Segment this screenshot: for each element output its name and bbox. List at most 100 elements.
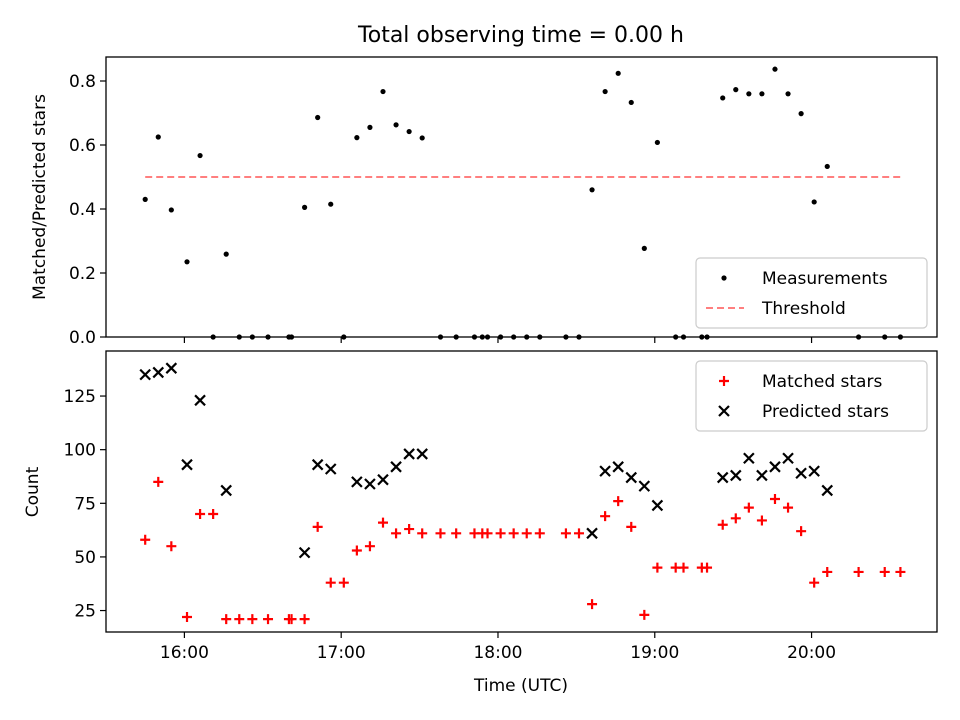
bottom-data-point bbox=[247, 614, 258, 625]
bottom-data-point bbox=[234, 614, 245, 625]
bottom-data-point bbox=[702, 562, 713, 573]
bottom-data-point bbox=[404, 524, 415, 535]
bottom-data-point bbox=[153, 476, 164, 487]
bottom-data-point bbox=[756, 469, 768, 482]
bottom-data-point bbox=[508, 528, 519, 539]
bottom-ytick-label: 100 bbox=[64, 441, 96, 461]
bottom-data-point bbox=[756, 515, 767, 526]
bottom-data-point bbox=[139, 368, 151, 381]
top-data-point bbox=[184, 259, 190, 265]
top-ytick-label: 0.6 bbox=[69, 136, 96, 156]
bottom-data-point bbox=[324, 463, 337, 475]
bottom-data-point bbox=[482, 528, 493, 539]
bottom-data-point bbox=[435, 528, 446, 539]
top-ylabel: Matched/Predicted stars bbox=[30, 94, 50, 300]
bottom-legend-label: Matched stars bbox=[762, 372, 882, 392]
bottom-xtick-label: 16:00 bbox=[160, 643, 209, 663]
bottom-data-point bbox=[853, 566, 864, 577]
bottom-ylabel: Count bbox=[23, 466, 43, 517]
top-legend-label: Threshold bbox=[761, 299, 846, 319]
top-data-point bbox=[759, 91, 765, 97]
bottom-data-point bbox=[377, 473, 389, 486]
bottom-data-point bbox=[208, 509, 219, 520]
bottom-data-point bbox=[364, 478, 376, 490]
bottom-xlabel: Time (UTC) bbox=[473, 676, 568, 696]
bottom-data-point bbox=[795, 467, 807, 480]
top-data-point bbox=[302, 204, 308, 210]
top-data-point bbox=[641, 245, 647, 251]
bottom-data-point bbox=[495, 528, 506, 539]
bottom-data-point bbox=[417, 528, 428, 539]
bottom-data-point bbox=[613, 496, 624, 507]
top-data-point bbox=[393, 122, 399, 128]
bottom-data-point bbox=[783, 502, 794, 513]
bottom-series-0 bbox=[140, 476, 906, 625]
bottom-data-point bbox=[403, 448, 415, 460]
bottom-data-point bbox=[769, 461, 781, 473]
top-data-point bbox=[615, 70, 621, 76]
top-data-point bbox=[328, 201, 334, 207]
bottom-data-point bbox=[521, 528, 532, 539]
bottom-data-point bbox=[165, 362, 178, 374]
bottom-xtick-label: 19:00 bbox=[630, 643, 679, 663]
top-ytick-label: 0.0 bbox=[69, 328, 96, 348]
bottom-data-point bbox=[879, 566, 890, 577]
bottom-data-point bbox=[311, 458, 324, 471]
bottom-legend-box bbox=[695, 360, 928, 432]
bottom-data-point bbox=[626, 521, 637, 532]
top-data-point bbox=[367, 124, 373, 130]
bottom-series-1 bbox=[139, 362, 834, 559]
top-data-point bbox=[354, 135, 360, 141]
bottom-data-point bbox=[599, 465, 611, 477]
bottom-panel: Count Time (UTC) 25 50 75 100 125 16:00 17:00 1… bbox=[23, 350, 938, 696]
top-data-point bbox=[654, 139, 660, 146]
top-data-point bbox=[223, 251, 229, 257]
bottom-data-point bbox=[587, 599, 598, 610]
bottom-data-point bbox=[652, 562, 663, 573]
bottom-data-point bbox=[743, 452, 755, 465]
bottom-data-point bbox=[299, 614, 310, 625]
bottom-data-point bbox=[263, 614, 274, 625]
bottom-data-point bbox=[221, 614, 232, 625]
top-data-point bbox=[168, 207, 174, 213]
top-data-point bbox=[824, 163, 830, 170]
bottom-data-point bbox=[220, 484, 232, 497]
bottom-data-point bbox=[351, 545, 362, 556]
bottom-data-point bbox=[166, 541, 177, 552]
bottom-data-point bbox=[796, 526, 807, 537]
top-legend-box bbox=[695, 257, 928, 329]
bottom-ytick-label: 125 bbox=[64, 387, 96, 407]
bottom-data-point bbox=[325, 577, 336, 588]
bottom-legend-label: Predicted stars bbox=[762, 402, 889, 422]
bottom-ytick-label: 50 bbox=[74, 548, 96, 568]
top-data-point bbox=[602, 88, 608, 95]
bottom-data-point bbox=[390, 461, 402, 473]
top-data-point bbox=[197, 152, 203, 159]
bottom-data-point bbox=[651, 499, 664, 512]
top-legend-swatch bbox=[721, 275, 727, 281]
top-data-point bbox=[628, 99, 634, 106]
bottom-data-point bbox=[351, 476, 363, 488]
bottom-data-point bbox=[769, 494, 780, 505]
top-data-point bbox=[155, 134, 161, 140]
bottom-data-point bbox=[364, 541, 375, 552]
bottom-data-point bbox=[743, 502, 754, 513]
top-ytick-label: 0.4 bbox=[69, 200, 96, 220]
bottom-data-point bbox=[573, 528, 584, 539]
top-ytick-label: 0.2 bbox=[69, 264, 96, 284]
bottom-data-point bbox=[152, 366, 165, 379]
bottom-data-point bbox=[534, 528, 545, 539]
bottom-plot-area: 25 50 75 100 125 16:00 17:00 18:00 19:00 20:00 bbox=[64, 362, 906, 663]
bottom-data-point bbox=[678, 562, 689, 573]
bottom-data-point bbox=[600, 511, 611, 522]
top-data-point bbox=[785, 91, 791, 97]
top-data-point bbox=[589, 187, 595, 193]
top-data-point bbox=[798, 111, 804, 117]
top-data-point bbox=[380, 88, 386, 95]
bottom-axes-frame bbox=[105, 350, 938, 633]
bottom-data-point bbox=[639, 609, 650, 620]
bottom-legend: Matched stars Predicted stars bbox=[695, 360, 928, 432]
bottom-legend-swatch bbox=[719, 376, 729, 386]
top-data-point bbox=[772, 66, 778, 72]
bottom-data-point bbox=[716, 471, 729, 484]
